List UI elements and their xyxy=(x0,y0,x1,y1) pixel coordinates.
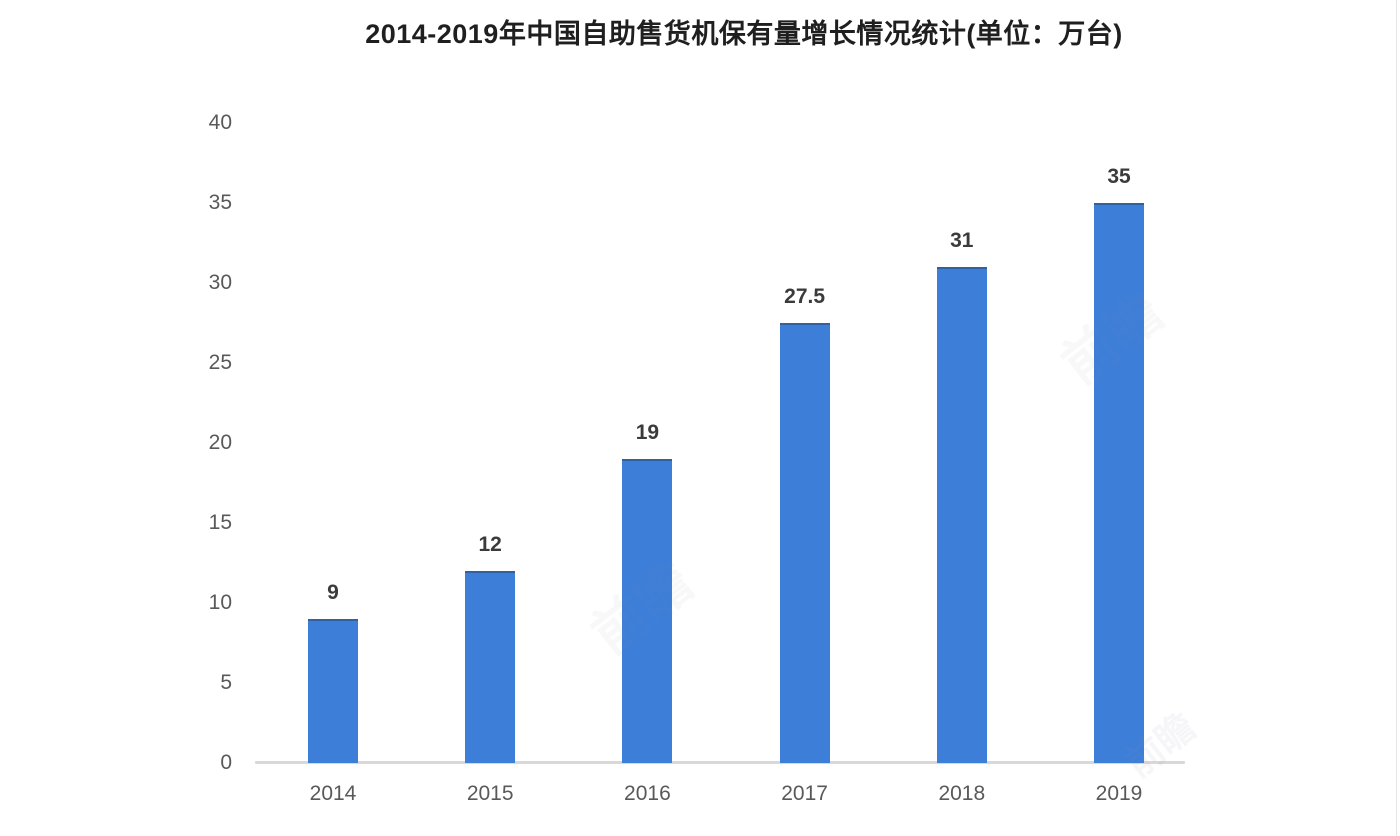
x-tick-label-2014: 2014 xyxy=(309,782,357,805)
x-axis-line xyxy=(255,761,1185,764)
x-tick-label-2016: 2016 xyxy=(624,782,671,805)
bar-2014 xyxy=(308,619,358,763)
y-tick-label-40: 40 xyxy=(208,111,232,134)
bar-2017 xyxy=(779,323,830,763)
x-tick-label-2019: 2019 xyxy=(1095,782,1143,805)
y-tick-label-10: 10 xyxy=(208,591,232,614)
x-tick-label-2015: 2015 xyxy=(466,782,514,805)
value-label-2015: 12 xyxy=(478,533,502,556)
value-label-2014: 9 xyxy=(327,581,339,604)
x-tick-label-2018: 2018 xyxy=(938,782,986,805)
value-label-2016: 19 xyxy=(635,421,660,444)
value-label-2018: 31 xyxy=(950,229,974,252)
bar-2016 xyxy=(622,459,673,763)
bar-2018 xyxy=(936,267,987,763)
y-tick-label-0: 0 xyxy=(220,751,232,774)
value-label-2017: 27.5 xyxy=(784,285,826,308)
y-tick-label-5: 5 xyxy=(220,671,232,694)
y-tick-label-15: 15 xyxy=(208,511,232,534)
x-tick-label-2017: 2017 xyxy=(781,782,828,805)
y-tick-label-35: 35 xyxy=(208,191,232,214)
bar-2019 xyxy=(1094,203,1144,763)
bar-2015 xyxy=(465,571,516,763)
y-tick-label-20: 20 xyxy=(208,431,232,454)
right-edge-line xyxy=(1396,0,1397,836)
y-tick-label-30: 30 xyxy=(208,271,232,294)
value-label-2019: 35 xyxy=(1107,165,1131,188)
y-tick-label-25: 25 xyxy=(208,351,232,374)
chart-title: 2014-2019年中国自助售货机保有量增长情况统计(单位：万台) xyxy=(365,19,1123,49)
